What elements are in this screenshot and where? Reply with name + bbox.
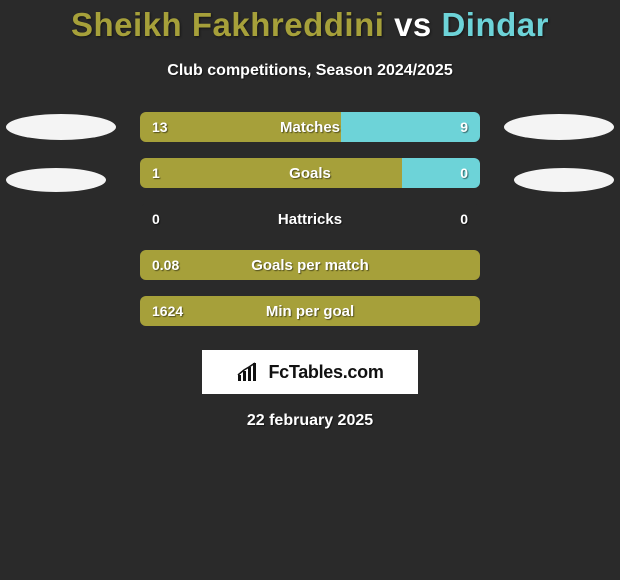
stat-bar-left	[140, 112, 341, 142]
stat-row: Matches139	[140, 112, 480, 142]
brand-badge: FcTables.com	[202, 350, 418, 394]
stat-value-right: 0	[448, 204, 480, 234]
stat-row: Goals per match0.08	[140, 250, 480, 280]
stat-bar-left	[140, 296, 480, 326]
stat-row: Hattricks0 0	[140, 204, 480, 234]
player2-avatar-col	[490, 112, 620, 192]
stat-row: Min per goal1624	[140, 296, 480, 326]
stat-bars: Matches139 Goals10 Hattricks0 0 Goals per ma…	[140, 112, 480, 326]
player2-club-placeholder	[514, 168, 614, 192]
vs-text: vs	[394, 6, 432, 43]
stat-label: Hattricks	[140, 204, 480, 234]
player1-name: Sheikh Fakhreddini	[71, 6, 384, 43]
brand-logo-icon	[236, 361, 262, 383]
comparison-stage: Matches139 Goals10 Hattricks0 0 Goals per ma…	[0, 112, 620, 326]
stat-bar-left	[140, 158, 402, 188]
player1-club-placeholder	[6, 168, 106, 192]
brand-text: FcTables.com	[268, 362, 383, 383]
player2-name: Dindar	[441, 6, 549, 43]
comparison-title: Sheikh Fakhreddini vs Dindar	[0, 0, 620, 44]
stat-value-left: 0	[140, 204, 172, 234]
player2-avatar-placeholder	[504, 114, 614, 140]
stat-bar-right	[402, 158, 480, 188]
stat-bar-right	[341, 112, 480, 142]
subtitle: Club competitions, Season 2024/2025	[0, 62, 620, 80]
stat-bar-left	[140, 250, 480, 280]
stat-row: Goals10	[140, 158, 480, 188]
player1-avatar-col	[0, 112, 130, 192]
date-line: 22 february 2025	[0, 412, 620, 430]
player1-avatar-placeholder	[6, 114, 116, 140]
